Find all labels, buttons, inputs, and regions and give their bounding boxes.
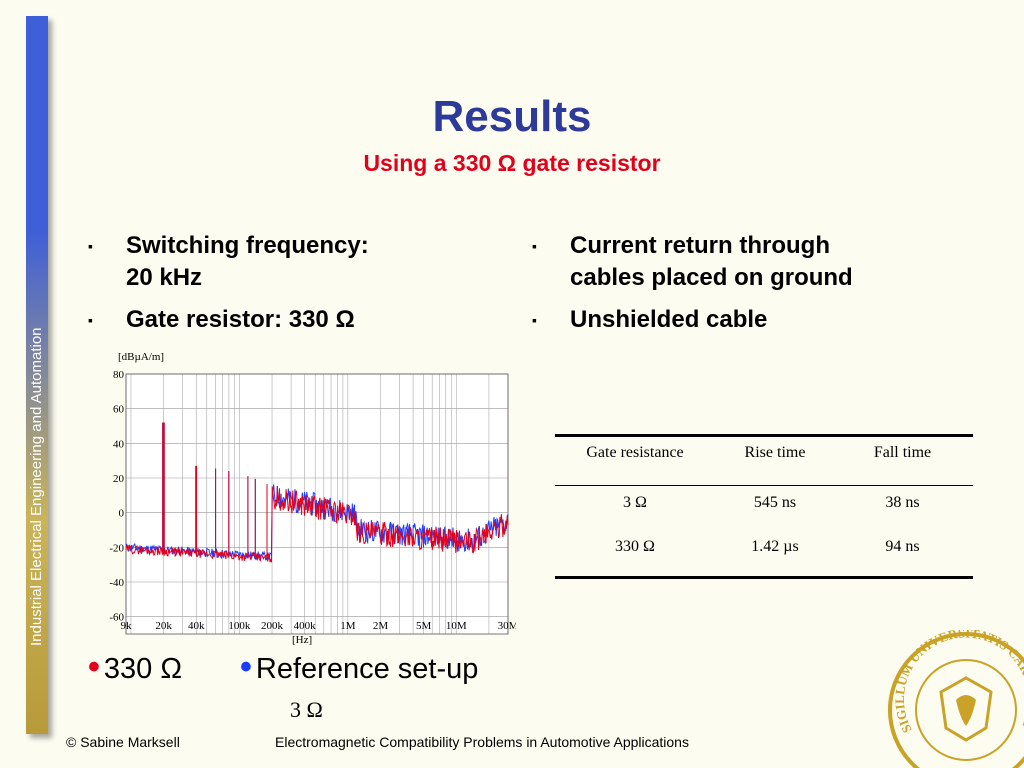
bullet-item: ▪ Gate resistor: 330 Ω (88, 304, 448, 336)
x-tick-label: 1M (340, 620, 356, 632)
sidebar-text: Industrial Electrical Engineering and Au… (28, 327, 45, 646)
legend-item-330: • 330 Ω (88, 648, 182, 687)
table-header: Fall time (873, 444, 932, 461)
bullet-text: Switching frequency: (126, 232, 369, 259)
table-rule-top (555, 434, 973, 437)
footer-copyright: © Sabine Marksell (66, 734, 180, 750)
emission-chart: 80 60 40 20 0 -20 -40 -60 9k 20k 40k 100k 200k 400k 1… (109, 351, 517, 646)
table-rule-mid (555, 485, 973, 486)
rise-fall-table: Gate resistance Rise time Fall time 3 Ω … (555, 434, 973, 579)
table-header: Gate resistance (586, 444, 684, 461)
x-tick-label: 2M (373, 620, 389, 632)
legend-dot-icon: • (240, 648, 252, 686)
bullet-item: ▪ Switching frequency: 20 kHz (88, 230, 448, 294)
plot-frame (125, 373, 509, 635)
series-line-330 (125, 422, 509, 563)
y-tick-labels: 80 60 40 20 0 -20 -40 -60 (109, 369, 124, 624)
table-cell: 545 ns (753, 494, 797, 511)
grid-lines (125, 373, 509, 635)
y-tick-label: -60 (109, 612, 124, 624)
x-tick-label: 20k (155, 620, 172, 632)
legend-label: 330 Ω (103, 653, 183, 685)
bullet-text: cables placed on ground (570, 264, 853, 291)
x-tick-label: 400k (294, 620, 317, 632)
y-tick-label: 60 (113, 404, 125, 416)
y-tick-label: -20 (109, 542, 124, 554)
bullet-list-right: ▪ Current return through cables placed o… (532, 230, 952, 346)
bullet-text: Current return through (570, 232, 830, 259)
slide-subtitle: Using a 330 Ω gate resistor (363, 150, 661, 176)
table-header: Rise time (744, 444, 806, 461)
bullet-text: 20 kHz (126, 264, 203, 291)
y-axis-label: [dBµA/m] (118, 351, 164, 363)
bullet-icon: ▪ (88, 238, 93, 254)
table-cell: 3 Ω (623, 494, 647, 511)
x-tick-label: 200k (261, 620, 284, 632)
table-cell: 38 ns (885, 494, 920, 511)
table-rule-bottom (555, 576, 973, 579)
bullet-icon: ▪ (88, 312, 93, 328)
x-tick-label: 30M (498, 620, 516, 632)
x-tick-label: 10M (446, 620, 467, 632)
y-tick-label: 40 (113, 438, 125, 450)
bullet-item: ▪ Unshielded cable (532, 304, 952, 336)
x-axis-label: [Hz] (292, 634, 312, 646)
bullet-icon: ▪ (532, 312, 537, 328)
legend-dot-icon: • (88, 648, 100, 686)
x-tick-label: 40k (188, 620, 205, 632)
y-tick-label: -40 (109, 577, 124, 589)
bullet-list-left: ▪ Switching frequency: 20 kHz ▪ Gate res… (88, 230, 448, 346)
table-cell: 94 ns (885, 538, 920, 555)
sidebar-bar (26, 16, 48, 734)
table-cell: 330 Ω (615, 538, 655, 555)
legend-label: Reference set-up (255, 653, 479, 685)
university-seal-logo: SIGILLUM UNIVERSITATIS CAROLINAE · AD UT… (886, 630, 1024, 768)
table-cell: 1.42 µs (751, 538, 799, 555)
legend-item-reference: • Reference set-up (240, 648, 478, 687)
slide-title: Results (432, 92, 592, 141)
bullet-item: ▪ Current return through cables placed o… (532, 230, 952, 294)
bullet-text: Gate resistor: 330 Ω (126, 306, 355, 333)
y-tick-label: 20 (113, 473, 125, 485)
y-tick-label: 0 (119, 508, 125, 520)
bullet-icon: ▪ (532, 238, 537, 254)
legend-sublabel: 3 Ω (290, 697, 323, 722)
x-tick-label: 100k (228, 620, 251, 632)
bullet-text: Unshielded cable (570, 306, 768, 333)
y-tick-label: 80 (113, 369, 125, 381)
footer-course-title: Electromagnetic Compatibility Problems i… (275, 734, 689, 750)
x-tick-label: 5M (416, 620, 432, 632)
x-tick-labels: 9k 20k 40k 100k 200k 400k 1M 2M 5M 10M 30M (121, 620, 517, 632)
x-tick-label: 9k (121, 620, 133, 632)
